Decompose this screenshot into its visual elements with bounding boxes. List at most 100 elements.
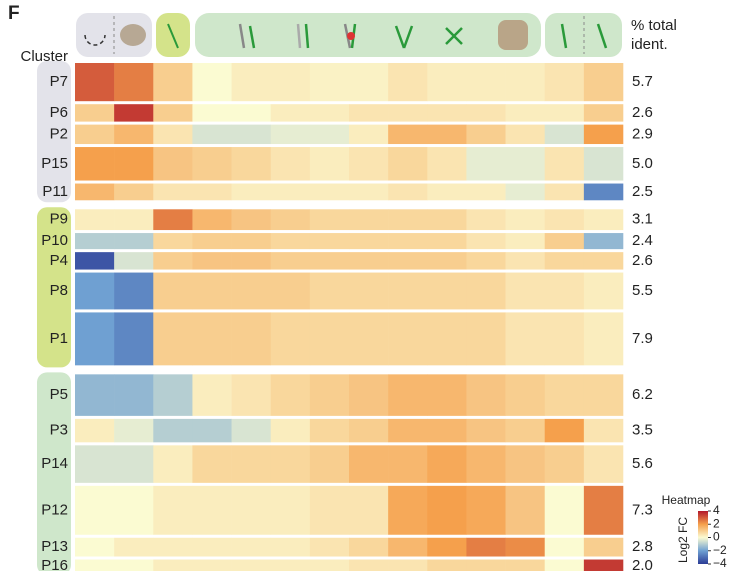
heatmap-cell [584, 538, 623, 557]
heatmap-cell [545, 233, 584, 249]
heatmap-cell [232, 125, 271, 144]
heatmap-cell [232, 252, 271, 269]
heatmap-cell [310, 252, 349, 269]
heatmap-cell [192, 560, 231, 571]
heatmap-cell [232, 560, 271, 571]
heatmap-cell [232, 233, 271, 249]
heatmap-cell [271, 374, 310, 416]
heatmap-cell [75, 419, 114, 442]
heatmap-cell [192, 147, 231, 181]
heatmap-cell [232, 184, 271, 201]
heatmap-cell [310, 273, 349, 310]
heatmap-cell [114, 184, 153, 201]
heatmap-cell [506, 273, 545, 310]
heatmap-cell [114, 560, 153, 571]
heatmap-cell [192, 538, 231, 557]
heatmap-cell [388, 486, 427, 535]
heatmap-cell [584, 486, 623, 535]
heatmap-cell [153, 209, 192, 230]
heatmap-cell [153, 374, 192, 416]
heatmap-cell [114, 125, 153, 144]
heatmap-cell [545, 125, 584, 144]
heatmap-cell [153, 538, 192, 557]
heatmap-cell [466, 184, 505, 201]
row-share-label: 3.5 [632, 422, 653, 439]
heatmap-cell [466, 560, 505, 571]
heatmap-cell [506, 147, 545, 181]
heatmap-cell [427, 538, 466, 557]
heatmap-cell [349, 419, 388, 442]
colorbar-tick-label: −4 [713, 556, 727, 570]
heatmap-cell [192, 252, 231, 269]
heatmap-cell [545, 209, 584, 230]
heatmap-cell [427, 312, 466, 365]
heatmap-cell [114, 252, 153, 269]
heatmap-cell [388, 312, 427, 365]
row-label: P10 [41, 232, 68, 249]
heatmap-cell [584, 252, 623, 269]
heatmap-cell [584, 125, 623, 144]
heatmap-cell [192, 104, 231, 121]
heatmap-cell [75, 538, 114, 557]
heatmap-cell [232, 538, 271, 557]
heatmap-cell [75, 374, 114, 416]
heatmap-cell [192, 312, 231, 365]
heatmap-cell [114, 374, 153, 416]
colorbar-tick-label: 0 [713, 530, 720, 544]
heatmap-cell [271, 125, 310, 144]
heatmap-cell [271, 233, 310, 249]
row-label: P1 [50, 330, 68, 347]
row-share-header: % total ident. [631, 16, 691, 54]
heatmap-cell [75, 233, 114, 249]
heatmap-cell [427, 486, 466, 535]
heatmap-cell [506, 233, 545, 249]
heatmap-cell [114, 538, 153, 557]
heatmap-cell [545, 445, 584, 483]
heatmap-cell [466, 419, 505, 442]
row-share-label: 5.7 [632, 73, 653, 90]
heatmap-cell [153, 312, 192, 365]
row-share-label: 2.6 [632, 252, 653, 269]
heatmap-cell [232, 209, 271, 230]
heatmap-cell [75, 445, 114, 483]
heatmap-cell [310, 233, 349, 249]
heatmap-cell [584, 419, 623, 442]
heatmap-cell [310, 209, 349, 230]
heatmap-cell [388, 63, 427, 101]
row-label: P4 [50, 252, 68, 269]
heatmap-cell [271, 209, 310, 230]
header-icons [76, 13, 622, 57]
heatmap-cell [114, 233, 153, 249]
heatmap-cell [506, 312, 545, 365]
heatmap-cell [153, 560, 192, 571]
heatmap-cell [427, 445, 466, 483]
row-share-label: 3.1 [632, 211, 653, 228]
heatmap-cell [545, 419, 584, 442]
colorbar-label: Log2 FC [676, 517, 690, 563]
heatmap-cell [506, 538, 545, 557]
heatmap-cell [271, 419, 310, 442]
row-label: P3 [50, 422, 68, 439]
heatmap-cell [114, 209, 153, 230]
heatmap-cell [388, 419, 427, 442]
heatmap-cell [506, 209, 545, 230]
heatmap-cell [271, 560, 310, 571]
heatmap-cell [192, 184, 231, 201]
row-label: P8 [50, 282, 68, 299]
heatmap-cell [114, 419, 153, 442]
row-label: P16 [41, 557, 68, 571]
heatmap-cell [232, 486, 271, 535]
row-label: P15 [41, 155, 68, 172]
heatmap-cell [192, 125, 231, 144]
heatmap-cell [271, 252, 310, 269]
heatmap-cell [545, 252, 584, 269]
heatmap-cell [271, 273, 310, 310]
heatmap-cell [466, 538, 505, 557]
heatmap-cell [427, 147, 466, 181]
heatmap-cell [349, 233, 388, 249]
heatmap-cell [466, 209, 505, 230]
heatmap-cell [271, 486, 310, 535]
heatmap-cell [271, 104, 310, 121]
row-label: P11 [42, 183, 68, 200]
heatmap-cell [75, 147, 114, 181]
